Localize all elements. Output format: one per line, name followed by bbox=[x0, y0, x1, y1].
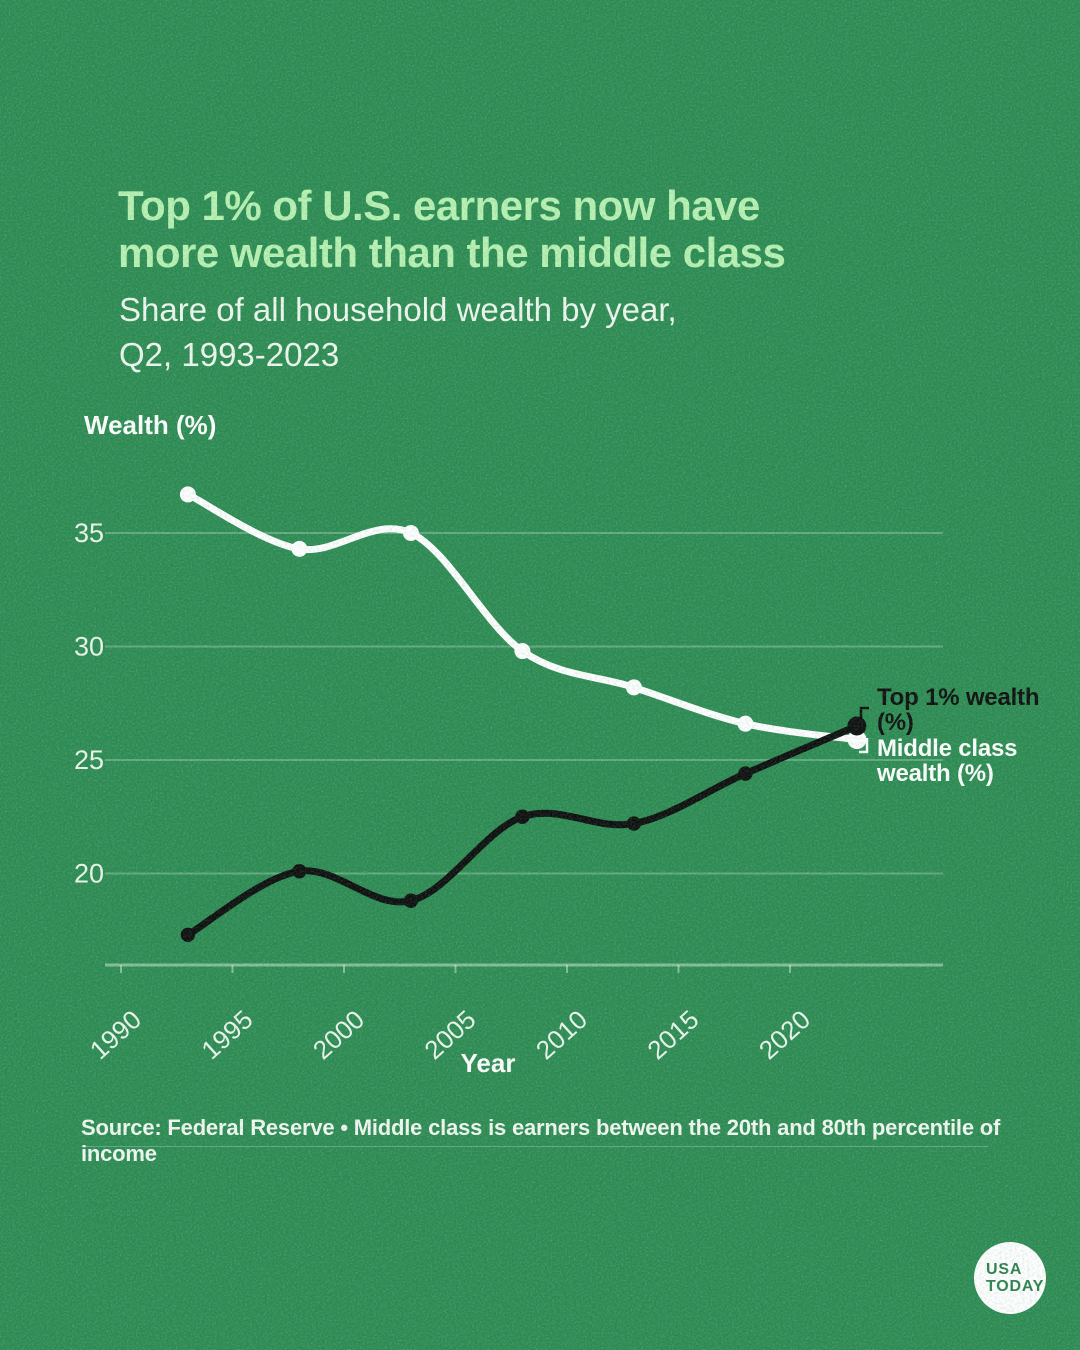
point-middle-class-2003 bbox=[402, 525, 419, 541]
x-tick-label-1990: 1990 bbox=[84, 1004, 147, 1065]
y-axis-title: Wealth (%) bbox=[84, 410, 217, 440]
series-label-top1-line1: Top 1% wealth bbox=[877, 684, 1040, 711]
page-title-line1: Top 1% of U.S. earners now have bbox=[118, 182, 760, 229]
point-middle-class-2013 bbox=[625, 679, 642, 696]
series-label-top1-line2: (%) bbox=[877, 708, 914, 736]
x-axis-title: Year bbox=[460, 1048, 516, 1078]
footer-divider bbox=[81, 1146, 988, 1147]
y-tick-label-35: 35 bbox=[74, 518, 104, 548]
line-top1 bbox=[184, 722, 861, 939]
series-label-middle-class-line1: Middle class bbox=[877, 735, 1018, 762]
usa-today-logo-line2: TODAY bbox=[986, 1278, 1045, 1295]
x-tick-label-2015: 2015 bbox=[641, 1004, 704, 1065]
source-note: Source: Federal Reserve • Middle class i… bbox=[81, 1115, 1001, 1166]
usa-today-logo: USA TODAY bbox=[974, 1242, 1046, 1314]
x-tick-label-1995: 1995 bbox=[195, 1004, 258, 1065]
y-tick-label-30: 30 bbox=[74, 632, 104, 662]
series-label-top1: Top 1% wealth (%) bbox=[877, 684, 1067, 736]
y-tick-label-25: 25 bbox=[74, 745, 104, 775]
point-middle-class-1998 bbox=[291, 540, 308, 557]
point-top1-2018 bbox=[738, 766, 753, 781]
point-top1-2008 bbox=[515, 809, 530, 824]
point-top1-2003 bbox=[403, 893, 419, 908]
y-tick-label-20: 20 bbox=[74, 859, 104, 889]
page-subtitle: Share of all household wealth by year, Q… bbox=[119, 287, 939, 377]
point-middle-class-2018 bbox=[737, 715, 754, 732]
point-top1-1993 bbox=[180, 927, 196, 942]
point-top1-2013 bbox=[626, 816, 642, 831]
point-middle-class-1993 bbox=[179, 486, 196, 503]
line-middle-class bbox=[184, 490, 861, 744]
usa-today-logo-line1: USA bbox=[986, 1260, 1023, 1278]
page-title: Top 1% of U.S. earners now have more wea… bbox=[118, 182, 978, 276]
point-middle-class-2008 bbox=[514, 643, 531, 660]
series-label-middle-class-line2: wealth (%) bbox=[877, 759, 994, 787]
series-label-middle-class: Middle class wealth (%) bbox=[877, 735, 1067, 787]
page-title-line2: more wealth than the middle class bbox=[118, 229, 786, 276]
x-tick-label-2000: 2000 bbox=[307, 1004, 370, 1065]
point-top1-1998 bbox=[292, 864, 307, 879]
page-subtitle-line1: Share of all household wealth by year, bbox=[119, 291, 677, 328]
top1-label-connector bbox=[859, 706, 869, 721]
point-top1-2023 bbox=[847, 716, 867, 736]
x-tick-label-2020: 2020 bbox=[753, 1004, 816, 1065]
page-subtitle-line2: Q2, 1993-2023 bbox=[119, 336, 340, 373]
